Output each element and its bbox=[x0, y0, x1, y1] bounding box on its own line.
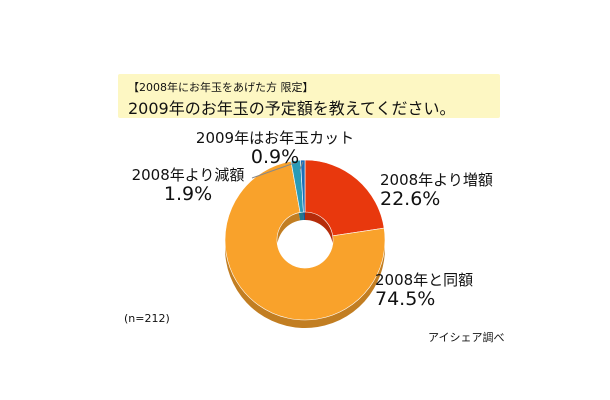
chart-title-box: 【2008年にお年玉をあげた方 限定】 2009年のお年玉の予定額を教えてくださ… bbox=[118, 74, 500, 118]
donut-slice-3 bbox=[300, 159, 306, 213]
label-increase-value: 22.6% bbox=[380, 188, 441, 211]
label-increase-category: 2008年より増額 bbox=[380, 171, 493, 189]
leader-line-3 bbox=[299, 161, 304, 171]
chart-title: 2009年のお年玉の予定額を教えてください。 bbox=[128, 99, 456, 118]
label-cut: 2009年はお年玉カット 0.9% bbox=[185, 129, 365, 169]
label-cut-value: 0.9% bbox=[250, 146, 300, 169]
label-cut-category: 2009年はお年玉カット bbox=[195, 129, 355, 147]
label-same: 2008年と同額 74.5% bbox=[375, 271, 474, 311]
label-same-category: 2008年と同額 bbox=[375, 271, 474, 289]
label-decrease-category: 2008年より減額 bbox=[131, 166, 245, 184]
label-decrease-value: 1.9% bbox=[163, 183, 213, 206]
donut-slice-1 bbox=[224, 160, 386, 321]
chart-subtitle: 【2008年にお年玉をあげた方 限定】 bbox=[128, 81, 314, 94]
leader-line-2 bbox=[251, 162, 297, 179]
source-note: アイシェア調べ bbox=[428, 331, 505, 344]
sample-size-note: (n=212) bbox=[124, 312, 170, 325]
label-decrease: 2008年より減額 1.9% bbox=[128, 166, 248, 206]
label-increase: 2008年より増額 22.6% bbox=[380, 171, 493, 211]
label-same-value: 74.5% bbox=[375, 288, 436, 311]
donut-slice-0 bbox=[304, 159, 385, 237]
